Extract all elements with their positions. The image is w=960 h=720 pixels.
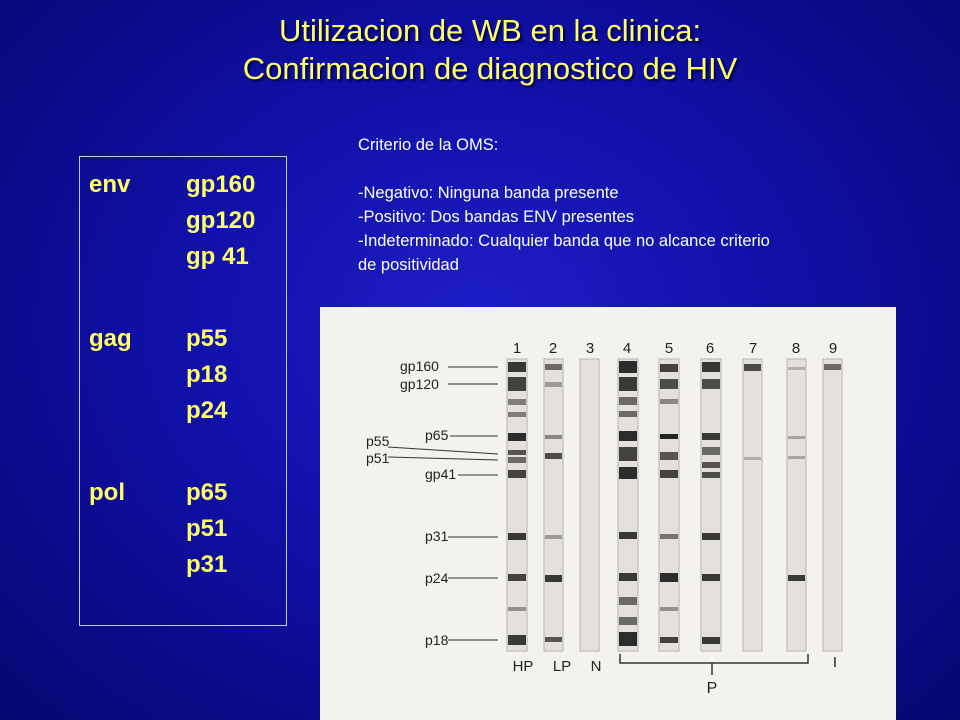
criteria-negative: -Negativo: Ninguna banda presente	[358, 184, 619, 202]
protein-name: gp120	[186, 207, 256, 234]
bottom-label-hp: HP	[513, 658, 534, 675]
band-label-p51: p51	[366, 450, 390, 466]
bottom-label-i: I	[833, 654, 837, 671]
band-label-p24: p24	[425, 570, 449, 586]
bottom-label-n: N	[591, 658, 602, 675]
gene-name: gag	[89, 325, 132, 352]
protein-name: p24	[186, 397, 228, 424]
band-label-gp120: gp120	[400, 376, 439, 392]
lane-number: 5	[665, 340, 673, 357]
title-line-2: Confirmacion de diagnostico de HIV	[242, 51, 738, 86]
criteria-positive: -Positivo: Dos bandas ENV presentes	[358, 208, 635, 226]
band-label-p55: p55	[366, 433, 390, 449]
lane-number: 1	[513, 340, 521, 357]
protein-name: p51	[186, 515, 228, 542]
protein-name: p31	[186, 551, 228, 578]
lane-number: 2	[549, 340, 557, 357]
criteria-indeterminate-cont: de positividad	[358, 256, 459, 274]
lane-number: 7	[749, 340, 757, 357]
western-blot-image: 1 2 3 4 5 6 7 8 9 gp160 gp120 p65 p55 p5…	[320, 307, 896, 720]
bottom-label-lp: LP	[553, 658, 571, 675]
protein-name: gp 41	[186, 243, 249, 270]
band-label-gp160: gp160	[400, 358, 439, 374]
lane-number: 6	[706, 340, 714, 357]
band-label-gp41: gp41	[425, 466, 456, 482]
protein-name: p18	[186, 361, 228, 388]
protein-name: p55	[186, 325, 228, 352]
slide-title: Utilizacion de WB en la clinica: Confirm…	[0, 12, 960, 88]
band-label-p18: p18	[425, 632, 449, 648]
protein-name: p65	[186, 479, 228, 506]
lane-number: 4	[623, 340, 631, 357]
hiv-protein-list: env gp160 gp120 gp 41 gag p55 p18 p24 po…	[79, 156, 287, 626]
lane-number: 3	[586, 340, 594, 357]
band-label-p31: p31	[425, 528, 449, 544]
lane-number: 8	[792, 340, 800, 357]
gene-name: pol	[89, 479, 125, 506]
criteria-heading: Criterio de la OMS:	[358, 136, 499, 154]
band-label-p65: p65	[425, 427, 449, 443]
bottom-label-p: P	[707, 680, 718, 697]
title-line-1: Utilizacion de WB en la clinica:	[278, 13, 702, 48]
lane-number: 9	[829, 340, 837, 357]
who-criteria: Criterio de la OMS: -Negativo: Ninguna b…	[358, 133, 960, 277]
criteria-indeterminate: -Indeterminado: Cualquier banda que no a…	[358, 232, 770, 250]
protein-name: gp160	[186, 171, 256, 198]
gene-name: env	[89, 171, 131, 198]
